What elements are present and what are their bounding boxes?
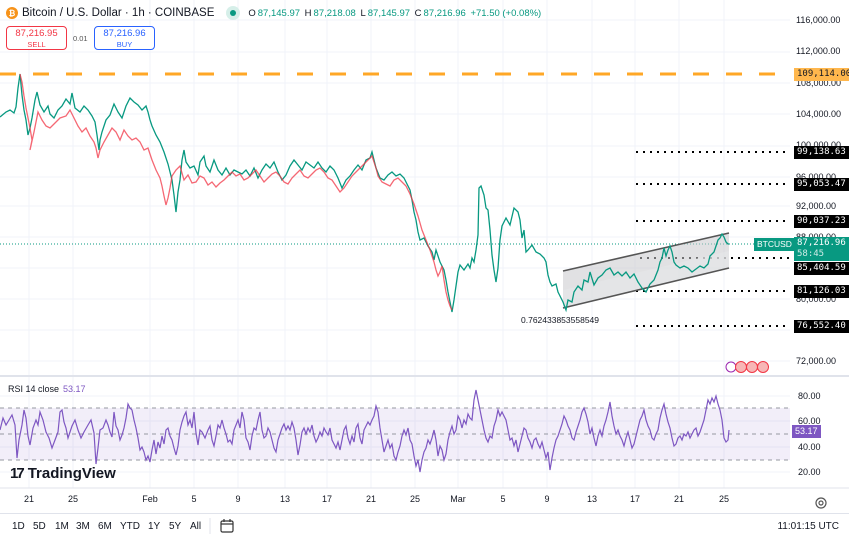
level-tag-3: 90,037.23	[794, 215, 849, 228]
bottom-toolbar	[0, 513, 849, 543]
level-tag-2: 95,053.47	[794, 178, 849, 191]
tradingview-mark-icon: 17	[10, 465, 25, 482]
range-1m[interactable]: 1M	[55, 521, 69, 532]
range-6m[interactable]: 6M	[98, 521, 112, 532]
range-5y[interactable]: 5Y	[169, 521, 182, 532]
range-3m[interactable]: 3M	[76, 521, 90, 532]
level-tag-5: 81,126.03	[794, 285, 849, 298]
level-tag-6: 76,552.40	[794, 320, 849, 333]
range-1y[interactable]: 1Y	[148, 521, 161, 532]
rsi-value-tag: 53.17	[792, 425, 821, 438]
buy-button[interactable]: 87,216.96 BUY	[94, 26, 155, 50]
range-1d[interactable]: 1D	[12, 521, 25, 532]
level-tag-1: 99,138.63	[794, 146, 849, 159]
ohlc-values: O 87,145.97 H 87,218.08 L 87,145.97 C 87,216…	[248, 7, 542, 19]
last-price-tag: 87,216.96 58:45	[794, 237, 849, 261]
ascending-channel[interactable]	[562, 232, 730, 309]
symbol-title[interactable]: Bitcoin / U.S. Dollar · 1h · COINBASE	[22, 7, 215, 19]
range-all[interactable]: All	[190, 521, 202, 532]
price-series	[0, 73, 729, 313]
symbol-header: ₿ Bitcoin / U.S. Dollar · 1h · COINBASE …	[6, 6, 543, 20]
goto-date-icon[interactable]	[220, 519, 234, 533]
rsi-line	[0, 389, 730, 473]
symbol-tag: BTCUSD	[754, 238, 795, 251]
range-5d[interactable]: 5D	[33, 521, 46, 532]
bitcoin-icon: ₿	[6, 7, 18, 19]
rsi-levels	[0, 407, 790, 461]
tradingview-logo[interactable]: 17 TradingView	[10, 465, 116, 482]
settings-gear-icon[interactable]	[815, 497, 827, 509]
level-tag-4: 85,404.59	[794, 262, 849, 275]
clock-utc[interactable]: 11:01:15 UTC	[777, 521, 839, 532]
level-tag-orange: 109,114.00	[794, 68, 849, 81]
sell-button[interactable]: 87,216.95 SELL	[6, 26, 67, 50]
spread-value: 0.01	[73, 34, 88, 43]
economic-events[interactable]	[725, 361, 769, 373]
range-ytd[interactable]: YTD	[120, 521, 140, 532]
live-dot-icon	[226, 6, 241, 20]
rsi-legend[interactable]: RSI 14 close 53.17	[8, 384, 86, 394]
horizontal-levels[interactable]	[636, 151, 790, 327]
channel-annotation[interactable]: 0.762433853558549	[521, 315, 599, 325]
